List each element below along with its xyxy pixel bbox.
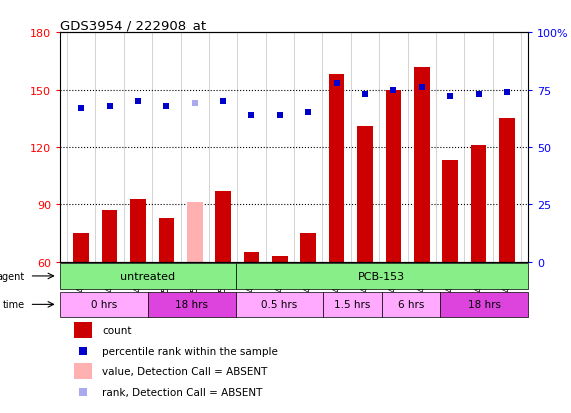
Bar <box>236 263 528 289</box>
Bar <box>60 263 236 289</box>
Bar <box>385 90 401 262</box>
Bar <box>244 252 259 262</box>
Text: 0 hrs: 0 hrs <box>91 300 117 310</box>
Text: 18 hrs: 18 hrs <box>468 300 501 310</box>
Bar <box>102 211 118 262</box>
Bar <box>300 233 316 262</box>
Bar <box>187 203 203 262</box>
Bar <box>74 322 92 338</box>
Bar <box>159 218 174 262</box>
Bar <box>74 233 89 262</box>
Text: 0.5 hrs: 0.5 hrs <box>262 300 297 310</box>
Text: value, Detection Call = ABSENT: value, Detection Call = ABSENT <box>102 366 267 376</box>
Text: count: count <box>102 325 131 335</box>
Bar <box>357 126 373 262</box>
Bar <box>471 146 486 262</box>
Bar <box>329 75 344 262</box>
Text: 1.5 hrs: 1.5 hrs <box>335 300 371 310</box>
Text: 18 hrs: 18 hrs <box>175 300 208 310</box>
Text: agent: agent <box>0 271 25 281</box>
Bar <box>323 292 382 317</box>
Text: rank, Detection Call = ABSENT: rank, Detection Call = ABSENT <box>102 387 263 396</box>
Bar <box>382 292 440 317</box>
Bar <box>130 199 146 262</box>
Text: time: time <box>3 300 25 310</box>
Text: untreated: untreated <box>120 271 175 281</box>
Bar <box>414 67 429 262</box>
Text: 6 hrs: 6 hrs <box>398 300 424 310</box>
Bar <box>60 292 148 317</box>
Bar <box>236 292 323 317</box>
Bar <box>272 256 288 262</box>
Text: PCB-153: PCB-153 <box>358 271 405 281</box>
Text: percentile rank within the sample: percentile rank within the sample <box>102 346 278 356</box>
Bar <box>148 292 236 317</box>
Text: GDS3954 / 222908_at: GDS3954 / 222908_at <box>60 19 206 32</box>
Bar <box>74 363 92 380</box>
Bar <box>499 119 514 262</box>
Bar <box>443 161 458 262</box>
Bar <box>215 192 231 262</box>
Bar <box>440 292 528 317</box>
